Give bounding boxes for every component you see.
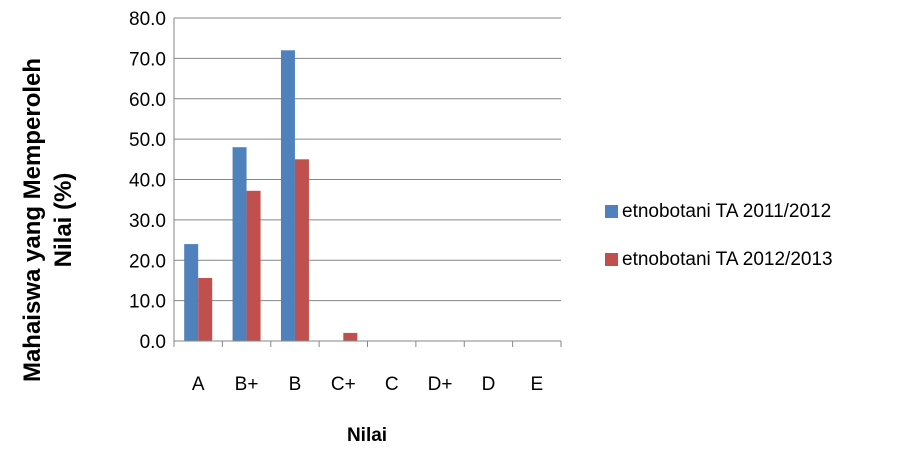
legend-label-series-1: etnobotani TA 2011/2012 bbox=[622, 201, 831, 222]
x-tick-label-4: C bbox=[385, 374, 399, 395]
axes bbox=[173, 18, 562, 347]
y-tick-label-4: 40.0 bbox=[129, 171, 166, 192]
x-tick-label-1: B+ bbox=[235, 374, 259, 395]
y-tick-label-5: 50.0 bbox=[129, 130, 166, 151]
gridlines bbox=[174, 17, 561, 302]
y-tick-label-7: 70.0 bbox=[129, 49, 166, 70]
bar-series1-a bbox=[184, 244, 199, 341]
x-tick-label-6: D bbox=[482, 374, 496, 395]
y-tick-label-2: 20.0 bbox=[129, 251, 166, 272]
legend-item-series-1: etnobotani TA 2011/2012 bbox=[605, 201, 831, 222]
legend-label-series-2: etnobotani TA 2012/2013 bbox=[622, 249, 833, 270]
x-tick-label-3: C+ bbox=[331, 374, 356, 395]
legend-item-series-2: etnobotani TA 2012/2013 bbox=[605, 249, 833, 270]
x-axis-title: Nilai bbox=[347, 425, 387, 446]
x-tick-label-2: B bbox=[289, 374, 302, 395]
y-tick-label-0: 0.0 bbox=[140, 332, 166, 353]
bar-series1-bplus bbox=[232, 147, 247, 341]
bar-series1-b bbox=[280, 50, 295, 342]
x-tick-label-5: D+ bbox=[428, 374, 453, 395]
bar-series2-a bbox=[198, 278, 213, 341]
y-tick-labels: 0.0 10.0 20.0 30.0 40.0 50.0 60.0 70.0 80.0 bbox=[129, 9, 166, 353]
y-axis-title: Mahaiswa yang Memperoleh Nilai (%) bbox=[19, 58, 77, 382]
bar-series2-bplus bbox=[246, 190, 261, 341]
legend-swatch-series-2 bbox=[605, 253, 618, 266]
y-axis-title-line2: Nilai (%) bbox=[50, 173, 77, 268]
bar-series2-b bbox=[294, 159, 309, 341]
y-tick-label-8: 80.0 bbox=[129, 9, 166, 30]
x-tick-labels: A B+ B C+ C D+ D E bbox=[192, 374, 543, 395]
x-tick-label-0: A bbox=[192, 374, 205, 395]
bars bbox=[184, 50, 358, 342]
y-tick-label-1: 10.0 bbox=[129, 292, 166, 313]
y-tick-label-3: 30.0 bbox=[129, 211, 166, 232]
legend-swatch-series-1 bbox=[605, 205, 618, 218]
x-tick-label-7: E bbox=[530, 374, 543, 395]
y-tick-label-6: 60.0 bbox=[129, 90, 166, 111]
y-axis-title-line1: Mahaiswa yang Memperoleh bbox=[19, 58, 46, 382]
legend: etnobotani TA 2011/2012 etnobotani TA 20… bbox=[605, 201, 833, 270]
bar-series2-cplus bbox=[343, 332, 358, 341]
